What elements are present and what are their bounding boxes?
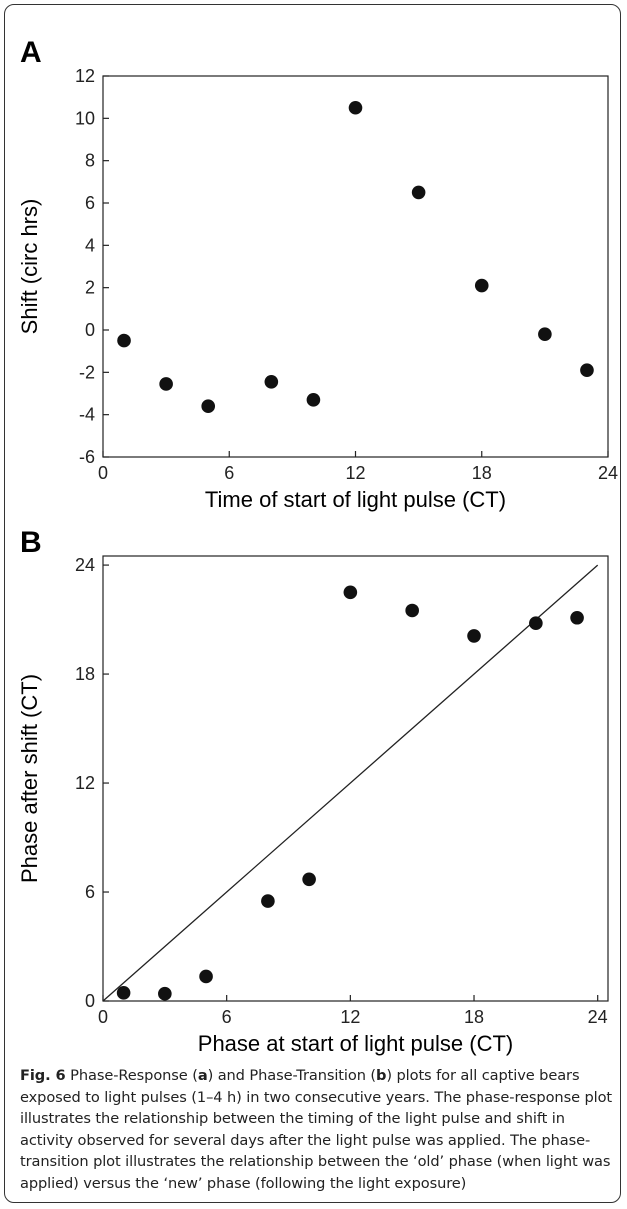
- y-tick-label: 0: [85, 991, 95, 1011]
- y-tick-label: 12: [75, 773, 95, 793]
- y-tick-label: 24: [75, 555, 95, 575]
- panel-a-y-axis-label: Shift (circ hrs): [17, 199, 42, 335]
- y-tick-label: -6: [79, 447, 95, 467]
- x-tick-label: 24: [588, 1007, 608, 1027]
- panel-a-axes-box: [102, 75, 609, 458]
- y-tick-label: 6: [85, 193, 95, 213]
- figure-frame: [4, 4, 621, 1203]
- y-tick-label: 8: [85, 151, 95, 171]
- y-tick-label: 18: [75, 664, 95, 684]
- x-tick-label: 24: [598, 463, 618, 483]
- y-tick-label: 0: [85, 320, 95, 340]
- panel-b-label: B: [20, 526, 42, 559]
- data-point: [580, 363, 594, 378]
- data-point: [117, 333, 131, 348]
- data-point: [116, 986, 131, 1000]
- y-tick-label: 2: [85, 278, 95, 298]
- data-point: [570, 610, 584, 625]
- x-tick-label: 12: [340, 1007, 360, 1027]
- panel-a-points: [117, 100, 594, 414]
- x-tick-label: 12: [345, 463, 365, 483]
- x-tick-label: 18: [464, 1007, 484, 1027]
- caption-text-3: ) plots for all captive bears exposed to…: [20, 1067, 613, 1192]
- panel-a-x-axis-label: Time of start of light pulse (CT): [205, 487, 506, 512]
- data-point: [199, 969, 213, 984]
- x-tick-label: 0: [98, 1007, 108, 1027]
- panel-b-y-axis-label: Phase after shift (CT): [17, 674, 42, 883]
- y-tick-label: 10: [75, 108, 95, 128]
- caption-text-1: Phase-Response (: [65, 1067, 198, 1084]
- data-point: [261, 894, 275, 908]
- data-point: [538, 327, 552, 342]
- panel-b: B 0 6 12 18 24 0 6 12 18 24 Phase at start of lig…: [17, 526, 609, 1056]
- x-tick-label: 6: [224, 463, 234, 483]
- panel-b-x-axis-label: Phase at start of light pulse (CT): [198, 1031, 513, 1056]
- panel-b-identity-line: [102, 564, 599, 1002]
- data-point: [159, 377, 173, 391]
- panel-b-points: [116, 585, 584, 1001]
- panel-a-label: A: [20, 36, 42, 69]
- data-point: [405, 603, 419, 618]
- caption-figure-label: Fig. 6: [20, 1067, 66, 1084]
- data-point: [474, 278, 489, 293]
- data-point: [306, 393, 321, 407]
- data-point: [529, 616, 543, 631]
- panel-b-axes-box: [102, 555, 609, 1002]
- x-tick-label: 18: [472, 463, 492, 483]
- y-tick-label: 4: [85, 235, 95, 255]
- data-point: [411, 185, 426, 200]
- y-tick-label: 12: [75, 66, 95, 86]
- panel-b-ticks: 0 6 12 18 24 0 6 12 18 24: [75, 555, 608, 1027]
- data-point: [348, 100, 363, 115]
- y-tick-label: 6: [85, 882, 95, 902]
- data-point: [264, 375, 279, 389]
- data-point: [343, 585, 358, 600]
- figure-caption: Fig. 6 Phase-Response (a) and Phase-Tran…: [20, 1065, 615, 1194]
- caption-ref-b: b: [376, 1067, 387, 1084]
- data-point: [158, 986, 172, 1001]
- y-tick-label: -4: [79, 405, 95, 425]
- y-tick-label: -2: [79, 362, 95, 382]
- caption-text-2: ) and Phase-Transition (: [207, 1067, 377, 1084]
- x-tick-label: 6: [222, 1007, 232, 1027]
- data-point: [201, 399, 216, 414]
- data-point: [302, 872, 316, 887]
- caption-ref-a: a: [197, 1067, 208, 1084]
- data-point: [467, 629, 481, 643]
- x-tick-label: 0: [98, 463, 108, 483]
